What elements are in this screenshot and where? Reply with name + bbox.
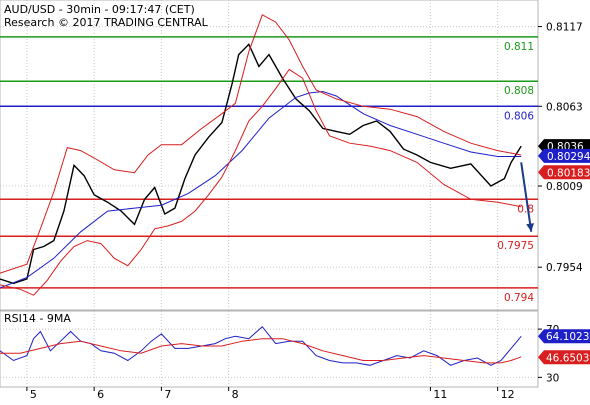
time-tick-label: 8: [232, 388, 239, 400]
credit-line: Research © 2017 TRADING CENTRAL: [4, 16, 209, 29]
time-tick-label: 5: [30, 388, 37, 400]
rsi-title: RSI14 - 9MA: [4, 312, 71, 325]
rsi-marker-label: 64.1023: [546, 331, 589, 343]
forecast-arrow-head: [526, 223, 534, 232]
time-tick-label: 11: [433, 388, 447, 400]
price-axis: 0.7954 0.8009 0.8063 0.8117: [538, 22, 583, 274]
level-label: 0.811: [504, 41, 534, 53]
rsi-marker-box: [538, 350, 590, 365]
level-label: 0.808: [504, 85, 534, 97]
time-tick-label: 6: [97, 388, 104, 400]
moving-average-line: [0, 90, 522, 289]
rsi-series: [0, 325, 522, 366]
price-grid: [0, 0, 538, 310]
rsi-tick-label: 30: [546, 372, 559, 384]
symbol-title: AUD/USD - 30min - 09:17:47 (CET): [4, 3, 195, 16]
forecast-arrow: [520, 162, 534, 232]
rsi-markers: 64.1023 46.6503: [538, 329, 590, 365]
time-tick-label: 12: [501, 388, 515, 400]
price-levels: 0.811 0.808 0.806 0.8 0.7975 0.794: [0, 36, 538, 304]
level-label: 0.794: [504, 292, 534, 304]
price-tick-label: 0.8063: [546, 101, 583, 113]
price-tick-label: 0.7954: [546, 262, 583, 274]
price-tick-label: 0.8117: [546, 22, 583, 34]
price-marker-label: 0.80294: [547, 151, 590, 163]
forecast-arrow-shaft: [520, 162, 533, 232]
price-tick-label: 0.8009: [546, 181, 583, 193]
price-marker-box: [538, 165, 590, 180]
level-label: 0.7975: [497, 240, 534, 252]
rsi-marker-box: [538, 329, 590, 344]
level-label: 0.806: [504, 110, 534, 122]
time-axis: 5 6 7 8 11 12: [26, 387, 515, 401]
lower-band-line: [0, 68, 522, 296]
rsi-marker-label: 46.6503: [546, 352, 589, 364]
time-tick-label: 7: [164, 388, 171, 400]
rsi-grid: [0, 311, 538, 387]
rsi-line: [0, 325, 522, 366]
rsi-plot-frame: [0, 310, 539, 388]
upper-band-line: [0, 14, 522, 274]
price-marker-label: 0.80183: [547, 167, 590, 179]
level-label: 0.8: [517, 203, 534, 215]
price-line: [0, 43, 522, 285]
price-plot-frame: [0, 0, 539, 311]
price-series: [0, 14, 522, 296]
price-marker-box: [538, 148, 590, 163]
price-panel: 0.811 0.808 0.806 0.8 0.7975 0.794 0.7954 0.80…: [0, 0, 590, 311]
rsi-ma-line: [0, 338, 522, 364]
